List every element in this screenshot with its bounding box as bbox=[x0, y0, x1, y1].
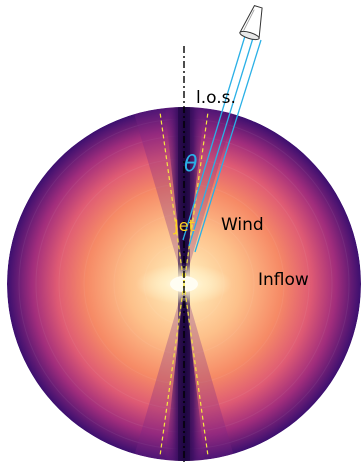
wind-label: Wind bbox=[221, 215, 264, 235]
los-label: l.o.s. bbox=[196, 88, 236, 108]
jet-label: Jet bbox=[173, 216, 195, 235]
telescope-icon bbox=[239, 5, 263, 41]
line-of-sight-rays bbox=[182, 35, 262, 253]
theta-label: θ bbox=[184, 152, 198, 177]
inflow-label: Inflow bbox=[258, 270, 309, 290]
